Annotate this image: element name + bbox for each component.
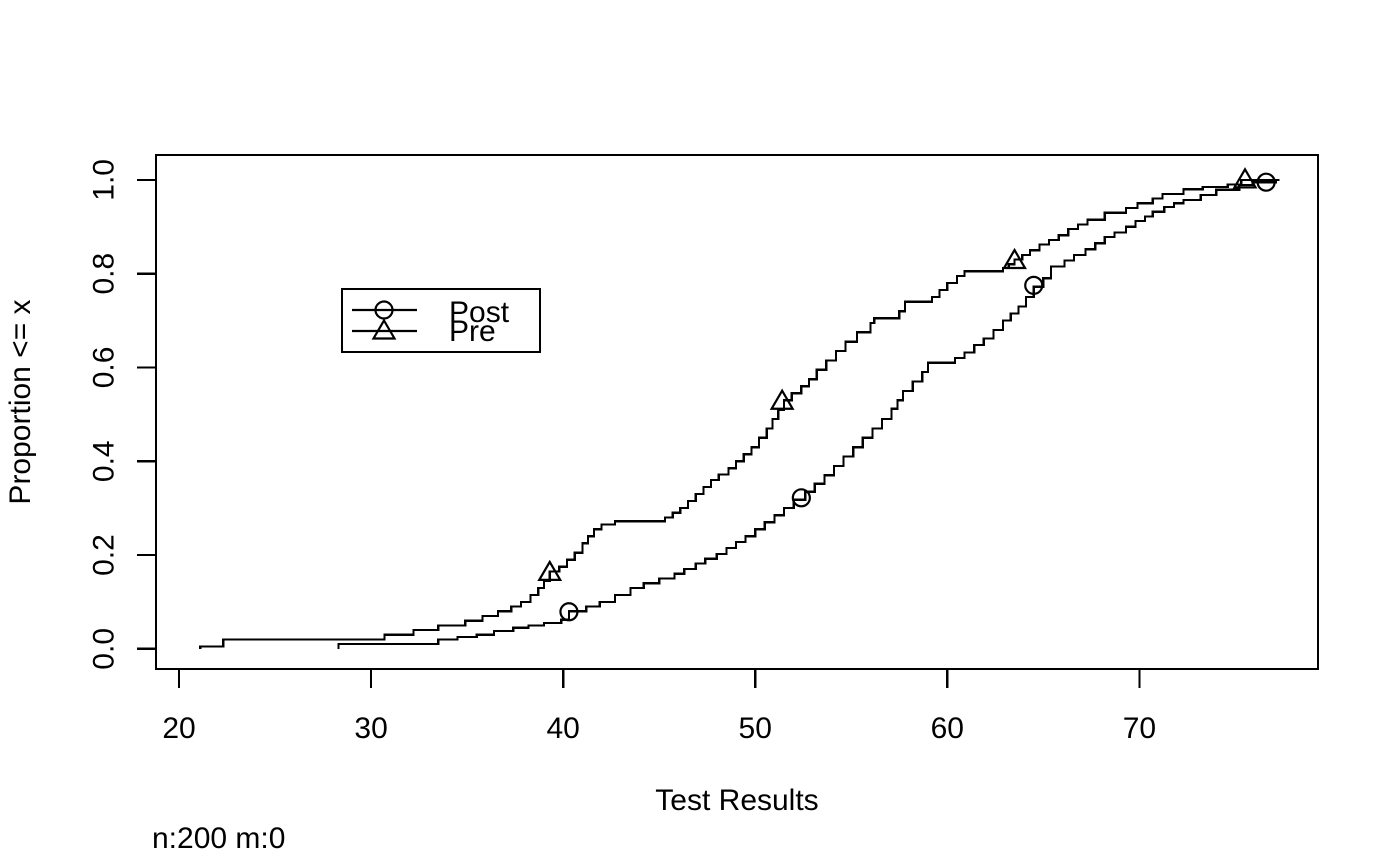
y-tick-label: 0.0 — [88, 628, 121, 670]
x-tick-label: 60 — [931, 712, 964, 745]
x-tick-label: 40 — [546, 712, 579, 745]
pre-curve-triangle-marker — [537, 559, 563, 581]
x-tick-label: 70 — [1123, 712, 1156, 745]
x-axis-label: Test Results — [655, 784, 818, 817]
x-tick-label: 20 — [162, 712, 195, 745]
post-curve-circle-marker — [791, 488, 811, 508]
y-tick-label: 0.4 — [88, 440, 121, 482]
legend-box — [340, 287, 542, 354]
plot-border — [154, 153, 1320, 671]
legend: Post Pre — [340, 287, 542, 354]
x-tick-label: 30 — [354, 712, 387, 745]
ecdf-curves-layer — [199, 167, 1280, 649]
pre-curve-triangle-marker — [1002, 247, 1027, 270]
legend-label-pre: Pre — [449, 315, 496, 348]
y-axis: 0.0 0.2 0.4 0.6 0.8 1.0 — [88, 159, 156, 670]
x-axis: 20 30 40 50 60 70 — [162, 669, 1156, 745]
pre-curve-triangle-marker — [1232, 167, 1258, 189]
ecdf-curve-pre — [199, 178, 1278, 649]
legend-triangle-icon — [371, 318, 397, 340]
y-tick-label: 0.8 — [88, 253, 121, 295]
post-curve-circle-marker — [1256, 172, 1276, 192]
y-tick-label: 0.6 — [88, 347, 121, 389]
y-tick-label: 0.2 — [88, 534, 121, 576]
sample-size-annotation: n:200 m:0 — [152, 822, 285, 855]
post-curve-circle-marker — [559, 602, 579, 622]
pre-curve-triangle-marker — [769, 388, 795, 410]
y-axis-label: Proportion <= x — [4, 299, 37, 504]
ecdf-curve-post — [337, 178, 1280, 649]
post-curve-circle-marker — [1024, 275, 1044, 295]
y-tick-label: 1.0 — [88, 159, 121, 201]
x-tick-label: 50 — [739, 712, 772, 745]
legend-label-post: Post — [449, 296, 510, 329]
